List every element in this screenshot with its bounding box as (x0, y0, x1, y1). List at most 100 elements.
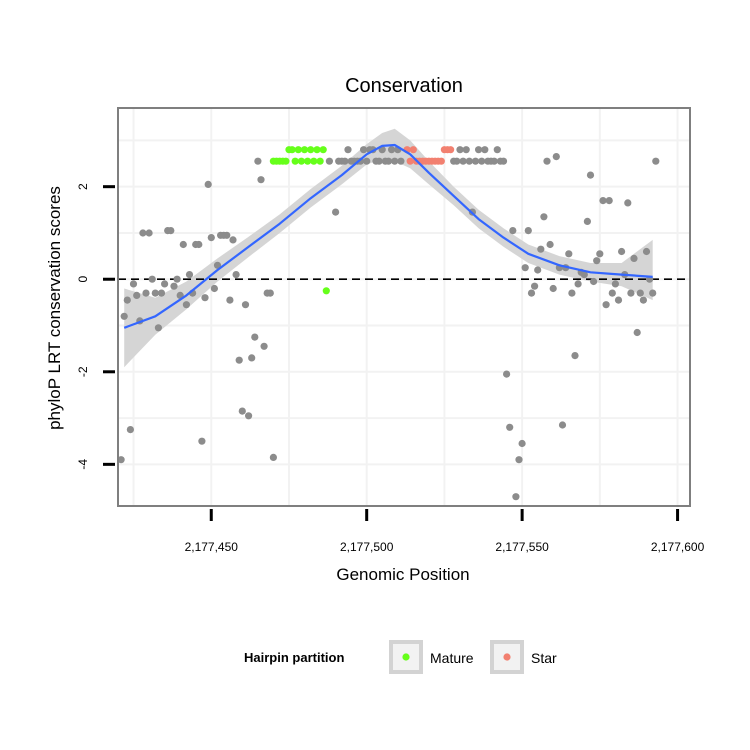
data-point-other (201, 294, 209, 302)
x-tick-label: 2,177,450 (185, 540, 239, 554)
data-point-other (185, 271, 194, 279)
data-point-other (549, 284, 557, 293)
data-point-other (546, 240, 554, 249)
x-axis-title: Genomic Position (336, 565, 469, 584)
y-tick-label: -4 (76, 459, 90, 470)
smooth-line (123, 143, 653, 329)
data-point-other (537, 245, 545, 253)
data-point-other (568, 289, 576, 297)
data-point-other (151, 289, 159, 297)
data-point-other (552, 153, 560, 161)
data-point-other (481, 146, 489, 154)
data-point-other (363, 157, 371, 165)
data-point-other (182, 301, 190, 309)
plot-panel-border (117, 107, 691, 507)
data-point-other (652, 157, 660, 165)
plot-panel (118, 108, 690, 506)
data-point-other (133, 291, 141, 299)
data-point-mature (319, 146, 327, 154)
data-point-other (478, 157, 486, 165)
data-point-other (161, 280, 169, 288)
data-point-other (521, 264, 529, 272)
data-point-other (269, 453, 277, 461)
x-tick-label: 2,177,550 (495, 540, 549, 554)
legend-label-mature: Mature (430, 650, 474, 666)
x-axis: 2,177,450 2,177,500 2,177,550 2,177,600 (185, 509, 705, 554)
data-point-other (518, 439, 526, 448)
legend: Hairpin partition Mature Star (244, 640, 557, 674)
y-axis-title: phyloP LRT conservation scores (45, 186, 64, 430)
data-point-star (437, 157, 445, 165)
data-point-other (254, 157, 262, 165)
data-point-other (611, 280, 620, 288)
data-point-other (245, 412, 253, 420)
data-point-other (360, 146, 368, 154)
data-point-other (506, 423, 514, 431)
data-point-other (148, 275, 156, 283)
y-tick-label: 0 (76, 276, 90, 283)
smooth-line-layer (123, 143, 653, 329)
data-point-mature (322, 287, 330, 295)
data-point-other (580, 271, 588, 279)
x-tick-label: 2,177,600 (651, 540, 705, 554)
data-point-other (602, 301, 610, 309)
data-point-mature (304, 157, 312, 165)
data-point-other (540, 213, 548, 221)
data-point-other (493, 146, 501, 154)
data-point-other (145, 229, 153, 237)
data-point-other (583, 217, 592, 225)
data-point-other (117, 456, 125, 464)
data-point-other (639, 296, 648, 304)
data-point-other (453, 157, 461, 165)
data-point-mature (297, 157, 305, 165)
x-tick-label: 2,177,500 (340, 540, 394, 554)
data-point-other (509, 227, 517, 235)
data-point-other (129, 280, 138, 288)
data-point-other (459, 157, 467, 165)
data-point-other (257, 176, 265, 184)
data-point-other (332, 208, 340, 216)
data-point-other (558, 421, 567, 429)
data-point-other (465, 157, 473, 165)
data-point-other (248, 354, 256, 362)
data-point-mature (313, 146, 321, 154)
legend-entry-star: Star (490, 640, 557, 674)
data-point-other (198, 437, 206, 445)
y-tick-label: -2 (76, 366, 90, 377)
data-point-other (471, 157, 480, 165)
data-point-mature (310, 157, 318, 165)
data-point-other (490, 157, 498, 165)
data-point-other (391, 157, 399, 165)
data-point-other (154, 324, 162, 332)
data-point-other (524, 227, 532, 235)
data-point-other (627, 289, 635, 297)
data-point-other (456, 146, 464, 154)
data-point-star (447, 146, 455, 154)
data-point-other (126, 426, 134, 434)
data-point-other (590, 277, 598, 286)
legend-label-star: Star (531, 650, 557, 666)
data-point-other (139, 229, 147, 237)
data-point-other (534, 266, 542, 274)
data-point-mature (288, 146, 296, 154)
data-point-other (397, 157, 405, 165)
data-point-mature (294, 146, 302, 154)
data-point-other (229, 236, 237, 244)
data-point-other (195, 240, 203, 249)
data-point-other (605, 197, 613, 205)
data-point-other (596, 250, 604, 258)
data-point-other (167, 227, 175, 235)
data-point-other (170, 282, 178, 290)
data-point-other (633, 328, 641, 337)
data-point-other (531, 282, 539, 290)
y-axis: -4 -2 0 2 (76, 183, 115, 470)
data-point-other (204, 180, 212, 188)
data-point-other (571, 352, 579, 360)
data-point-other (593, 257, 601, 265)
data-point-other (157, 289, 166, 297)
data-point-other (512, 493, 520, 501)
data-point-other (375, 157, 383, 165)
data-point-other (499, 157, 508, 165)
data-point-mature (291, 157, 299, 165)
